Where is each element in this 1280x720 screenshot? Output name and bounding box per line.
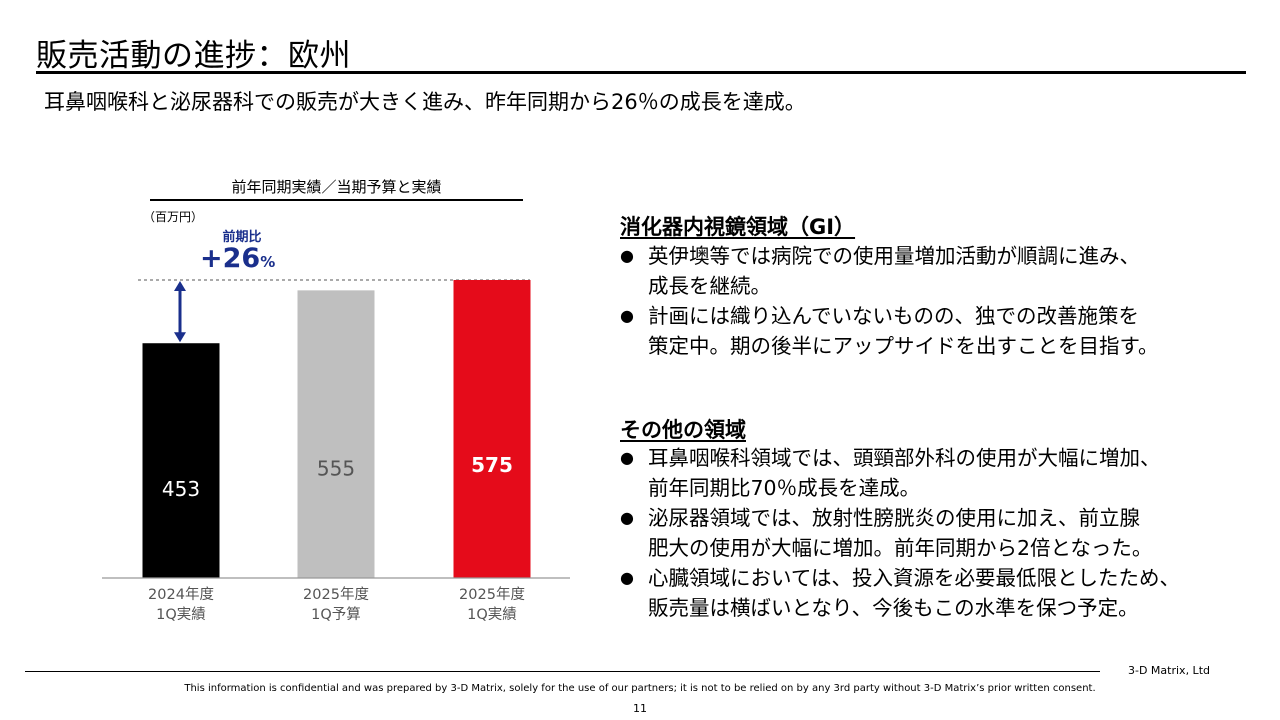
growth-arrow-head-up [174, 281, 186, 291]
category-label-2-line-1: 2025年度 [303, 586, 369, 603]
bullet-dot-icon: ● [620, 508, 634, 527]
category-label-3-line-2: 1Q実績 [467, 606, 517, 623]
bullet-text: 計画には織り込んでいないものの、独での改善施策を 策定中。期の後半にアップサイド… [648, 304, 1159, 358]
growth-number: +26 [200, 243, 261, 274]
slide-title: 販売活動の進捗：欧州 [36, 38, 351, 74]
chart-title: 前年同期実績／当期予算と実績 [231, 178, 442, 196]
bullet-dot-icon: ● [620, 448, 634, 467]
chart-title-rule [150, 199, 523, 201]
title-rule [36, 71, 1246, 74]
category-label-2-line-2: 1Q予算 [311, 606, 361, 623]
bar-value-label-3: 575 [471, 453, 513, 477]
bullet-list-2: ● 耳鼻咽喉科領域では、頭頸部外科の使用が大幅に増加、 前年同期比70％成長を達成… [620, 443, 1260, 623]
bullet-item: ● 耳鼻咽喉科領域では、頭頸部外科の使用が大幅に増加、 前年同期比70％成長を達成… [620, 443, 1260, 503]
bullet-item: ● 泌尿器領域では、放射性膀胱炎の使用に加え、前立腺 肥大の使用が大幅に増加。前年… [620, 503, 1260, 563]
bar-3 [453, 280, 531, 578]
growth-label: 前期比 [222, 230, 262, 245]
bullet-dot-icon: ● [620, 246, 634, 265]
sales-bar-chart: 453 2024年度 1Q実績 555 2025年度 1Q予算 575 2025年度 1Q実績 [102, 279, 570, 623]
bar-1 [142, 343, 220, 578]
bullet-dot-icon: ● [620, 568, 634, 587]
page-number: 11 [633, 702, 647, 715]
bullet-text: 英伊墺等では病院での使用量増加活動が順調に進み、 成長を継続。 [648, 244, 1140, 298]
category-label-1-line-2: 1Q実績 [156, 606, 206, 623]
bar-2 [297, 290, 375, 578]
bar-value-label-1: 453 [162, 477, 200, 501]
bullet-item: ● 英伊墺等では病院での使用量増加活動が順調に進み、 成長を継続。 [620, 241, 1260, 301]
category-label-1-line-1: 2024年度 [148, 586, 214, 603]
section-heading-2: その他の領域 [620, 418, 746, 442]
bullet-item: ● 心臓領域においては、投入資源を必要最低限としたため、 販売量は横ばいとなり、今… [620, 563, 1260, 623]
growth-percent-unit: % [260, 253, 276, 271]
growth-value: +26% [200, 243, 275, 274]
growth-arrow-head-down [174, 332, 186, 343]
bullet-text: 耳鼻咽喉科領域では、頭頸部外科の使用が大幅に増加、 前年同期比70％成長を達成。 [648, 446, 1161, 500]
slide-subtitle: 耳鼻咽喉科と泌尿器科での販売が大きく進み、昨年同期から26％の成長を達成。 [44, 90, 806, 114]
bullet-list-1: ● 英伊墺等では病院での使用量増加活動が順調に進み、 成長を継続。 ● 計画には織り込… [620, 241, 1260, 361]
footer-rule [25, 671, 1100, 672]
category-label-3-line-1: 2025年度 [459, 586, 525, 603]
chart-unit-label: （百万円） [143, 210, 204, 224]
company-name: 3-D Matrix, Ltd [1128, 664, 1210, 677]
bar-value-label-2: 555 [317, 457, 355, 481]
bullet-item: ● 計画には織り込んでいないものの、独での改善施策を 策定中。期の後半にアップサイ… [620, 301, 1260, 361]
bullet-text: 泌尿器領域では、放射性膀胱炎の使用に加え、前立腺 肥大の使用が大幅に増加。前年同… [648, 506, 1153, 560]
bullet-dot-icon: ● [620, 306, 634, 325]
section-heading-1: 消化器内視鏡領域（GI） [620, 215, 856, 239]
confidential-notice: This information is confidential and was… [184, 683, 1096, 694]
bullet-text: 心臓領域においては、投入資源を必要最低限としたため、 販売量は横ばいとなり、今後… [648, 566, 1180, 620]
